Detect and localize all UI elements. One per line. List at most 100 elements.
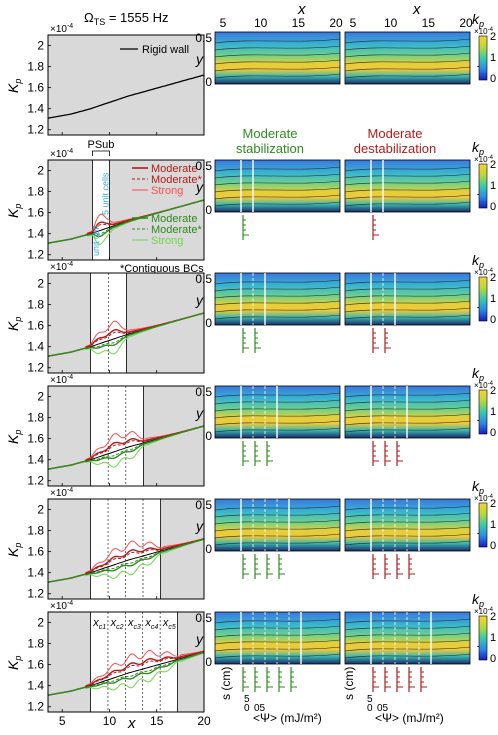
- contour-line: [344, 286, 471, 292]
- y-exponent: ×10-4: [50, 487, 73, 499]
- colorbar: [478, 276, 488, 322]
- colorbar-exponent-power: -4: [488, 607, 494, 613]
- contour-line: [344, 420, 471, 426]
- y-exponent-power: -4: [67, 487, 73, 494]
- right-y-tick-label: 0: [205, 655, 212, 669]
- contour-line: [214, 187, 341, 193]
- colorbar-tick-label: 0: [490, 653, 496, 665]
- y-tick-label: 2: [37, 39, 44, 53]
- colorbar-exponent: ×10-4: [474, 155, 494, 164]
- series-stab-moderate-contig: [47, 425, 205, 470]
- xlabel: x: [127, 715, 136, 732]
- y-tick-label: 1.6: [27, 432, 44, 446]
- contour-line: [214, 45, 341, 51]
- field-panel-two-cells-stab: 0.5 0y: [195, 272, 341, 353]
- y-tick-label: 1.2: [27, 123, 44, 137]
- field-frame: [344, 272, 471, 326]
- contour-line: [214, 420, 341, 426]
- field-panel-four-cells-stab: 0.5 0y: [195, 498, 341, 579]
- colorbar-tick-label: 1: [490, 180, 496, 192]
- y-exponent: ×10-4: [50, 148, 73, 160]
- contour-line: [214, 180, 341, 186]
- contour-line: [214, 427, 341, 433]
- psub-region: [90, 386, 144, 486]
- contour-line: [214, 279, 341, 285]
- contour-line: [344, 632, 471, 638]
- contour-line: [344, 300, 471, 306]
- header-stabilization-1: Moderate: [243, 126, 298, 141]
- contour-line: [344, 625, 471, 631]
- right-y-tick-label: 0: [205, 542, 212, 556]
- colorbar-tick-label: 0: [490, 73, 496, 85]
- field-panel-five-cells-destab: y: [344, 611, 486, 692]
- contour-line: [214, 399, 341, 405]
- right-x-tick-label: 15: [422, 16, 436, 30]
- right-y-tick-label: 0.5: [195, 611, 212, 625]
- field-panel-four-cells-destab: y: [344, 498, 486, 579]
- right-y-tick-label: 0.5: [195, 498, 212, 512]
- contour-line: [214, 173, 341, 179]
- contour-line: [214, 526, 341, 532]
- contour-line: [344, 427, 471, 433]
- colorbar-tick-label: 2: [490, 498, 496, 510]
- right-x-tick-label: 20: [329, 16, 343, 30]
- ylabel: Kp: [5, 656, 23, 670]
- panel-shade: [48, 35, 204, 135]
- ylabel: Kp: [5, 430, 23, 444]
- x-tick-label: 20: [197, 714, 211, 728]
- contour-line: [214, 512, 341, 518]
- field-frame: [214, 272, 341, 326]
- kp-panel-four-cells: 1.2 1.4 1.6 1.8 2 Kp ×10-4: [5, 487, 205, 601]
- contour-line: [214, 38, 341, 44]
- xc-sub: c2: [116, 624, 124, 631]
- y-tick-label: 1.8: [27, 298, 44, 312]
- contour-line: [344, 180, 471, 186]
- kp-panel-one-cell: 1.21.41.61.82 ModerateModerate*StrongMode…: [5, 139, 205, 275]
- psub-region: [90, 612, 178, 712]
- right-xlabel-1: x: [297, 1, 306, 18]
- ylabel-sub: p: [13, 543, 23, 549]
- contour-line: [344, 173, 471, 179]
- contiguous-note: *Contiguous BCs: [120, 263, 204, 275]
- right-y-tick-label: 0.5: [195, 31, 212, 45]
- contour-line: [344, 201, 471, 207]
- legend-label: Strong: [151, 185, 183, 197]
- y-tick-label: 2: [37, 390, 44, 404]
- contour-line: [344, 59, 471, 65]
- y-exponent-power: -4: [67, 374, 73, 381]
- field-frame: [214, 159, 341, 213]
- unit-cell-label: unit cell: [91, 225, 101, 256]
- contour-line: [344, 526, 471, 532]
- ylabel-sub: p: [13, 317, 23, 323]
- right-y-tick-label: 0: [205, 429, 212, 443]
- y-tick-label: 1.6: [27, 545, 44, 559]
- colorbar-tick-label: 0: [490, 540, 496, 552]
- right-ylabel: y: [195, 405, 204, 421]
- colorbar-tick-label: 2: [490, 272, 496, 284]
- contour-line: [344, 413, 471, 419]
- contour-line: [214, 293, 341, 299]
- field-frame: [344, 159, 471, 213]
- psi-axis-label-1: <Ψ> (mJ/m²): [253, 711, 322, 725]
- y-tick-label: 1.8: [27, 524, 44, 538]
- field-panel-three-cells-destab: y: [344, 385, 486, 466]
- colorbar-exponent-power: -4: [488, 381, 494, 387]
- header-destabilization-2: destabilization: [354, 141, 436, 156]
- s-tick-label: 5: [367, 694, 373, 705]
- right-x-tick-label: 10: [254, 16, 268, 30]
- contour-line: [344, 399, 471, 405]
- contour-line: [214, 59, 341, 65]
- contour-line: [344, 66, 471, 72]
- ylabel-sub: p: [13, 656, 23, 662]
- panel-frame: [47, 385, 205, 487]
- field-panel-three-cells-stab: 0.5 0y: [195, 385, 341, 466]
- colorbar-exponent-power: -4: [488, 268, 494, 274]
- y-tick-label: 2: [37, 503, 44, 517]
- contour-line: [214, 540, 341, 546]
- contour-line: [344, 639, 471, 645]
- contour-line: [344, 533, 471, 539]
- ylabel: Kp: [5, 204, 23, 218]
